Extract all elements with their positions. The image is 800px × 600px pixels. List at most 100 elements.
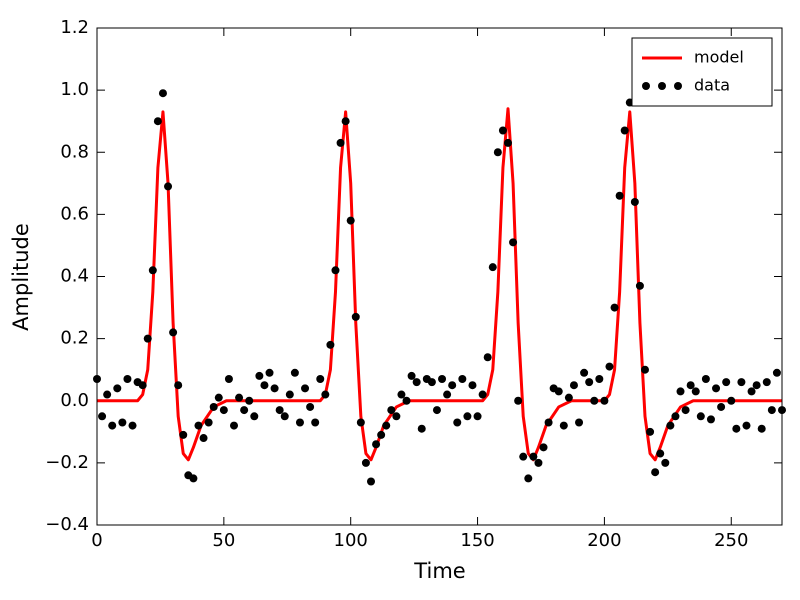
y-tick-label: 0.4 xyxy=(60,266,89,287)
data-point xyxy=(387,406,396,415)
data-point xyxy=(559,421,568,430)
data-point xyxy=(397,390,406,399)
plot-frame xyxy=(96,27,783,526)
data-point xyxy=(706,415,715,424)
data-point xyxy=(717,402,726,411)
data-point xyxy=(230,421,238,430)
data-point xyxy=(519,452,528,461)
x-tick-label: 250 xyxy=(714,530,748,551)
data-point xyxy=(326,340,335,349)
data-point xyxy=(564,393,573,402)
y-tick-label: 1.0 xyxy=(60,79,89,100)
data-point xyxy=(727,396,736,405)
data-point xyxy=(402,396,411,405)
data-point xyxy=(529,452,538,461)
data-point xyxy=(412,378,421,387)
data-point xyxy=(676,387,685,396)
data-point xyxy=(103,390,112,399)
data-point xyxy=(214,393,223,402)
data-point xyxy=(123,375,132,384)
data-point xyxy=(443,390,452,399)
data-point xyxy=(240,406,249,415)
data-point xyxy=(179,430,188,439)
data-point xyxy=(372,440,381,449)
data-point xyxy=(468,381,477,390)
data-point xyxy=(762,378,771,387)
data-point xyxy=(585,378,594,387)
data-point xyxy=(407,371,416,380)
y-tick-label: 0.6 xyxy=(60,203,89,224)
data-point xyxy=(113,384,122,393)
data-point xyxy=(356,418,365,427)
data-point xyxy=(194,421,203,430)
data-point xyxy=(478,390,487,399)
data-point xyxy=(346,216,355,225)
data-point xyxy=(245,396,254,405)
data-point xyxy=(351,312,360,321)
data-point xyxy=(691,387,700,396)
y-tick-label: 0.0 xyxy=(60,390,89,411)
data-point xyxy=(610,303,619,312)
data-point xyxy=(737,378,746,387)
x-axis-label: Time xyxy=(413,559,465,583)
data-point xyxy=(544,418,553,427)
y-tick-label: −0.4 xyxy=(45,514,89,535)
data-point xyxy=(661,458,670,467)
data-point xyxy=(224,375,233,384)
y-tick-label: 0.2 xyxy=(60,328,89,349)
data-point xyxy=(656,449,665,458)
data-point xyxy=(600,396,609,405)
data-point xyxy=(311,418,320,427)
data-point xyxy=(341,117,350,126)
data-point xyxy=(463,412,472,421)
data-point xyxy=(118,418,127,427)
data-point xyxy=(295,418,304,427)
data-point xyxy=(199,434,208,443)
data-point xyxy=(524,474,533,483)
data-point xyxy=(504,138,512,147)
data-point xyxy=(509,238,518,247)
data-point xyxy=(696,412,705,421)
data-point xyxy=(108,421,117,430)
data-point xyxy=(580,368,589,377)
data-point xyxy=(392,412,401,421)
data-point xyxy=(615,191,624,200)
data-point xyxy=(260,381,269,390)
data-point xyxy=(732,424,741,433)
data-point xyxy=(671,412,680,421)
data-point xyxy=(757,424,766,433)
data-point xyxy=(742,421,751,430)
data-point xyxy=(164,182,173,191)
data-point xyxy=(361,458,370,467)
data-point xyxy=(316,375,325,384)
data-point xyxy=(128,421,137,430)
data-point xyxy=(417,424,426,433)
x-tick-label: 0 xyxy=(91,530,102,551)
data-point xyxy=(306,402,315,411)
data-point xyxy=(382,421,391,430)
data-point xyxy=(336,138,345,147)
data-point xyxy=(265,368,274,377)
data-point xyxy=(747,387,756,396)
data-point xyxy=(453,418,462,427)
data-point xyxy=(158,89,167,98)
x-tick-label: 200 xyxy=(587,530,621,551)
data-point xyxy=(219,406,228,415)
data-point xyxy=(153,117,162,126)
data-point xyxy=(250,412,259,421)
data-point xyxy=(169,328,178,337)
data-point xyxy=(331,266,340,275)
data-point xyxy=(458,375,467,384)
data-point xyxy=(569,381,578,390)
data-point xyxy=(646,427,655,436)
data-point xyxy=(427,378,436,387)
data-point xyxy=(590,396,599,405)
data-point xyxy=(285,390,294,399)
y-tick-label: −0.2 xyxy=(45,452,89,473)
data-point xyxy=(255,371,264,380)
data-point xyxy=(270,384,279,393)
data-point xyxy=(301,384,310,393)
legend-marker xyxy=(642,82,650,90)
data-point xyxy=(534,458,543,467)
